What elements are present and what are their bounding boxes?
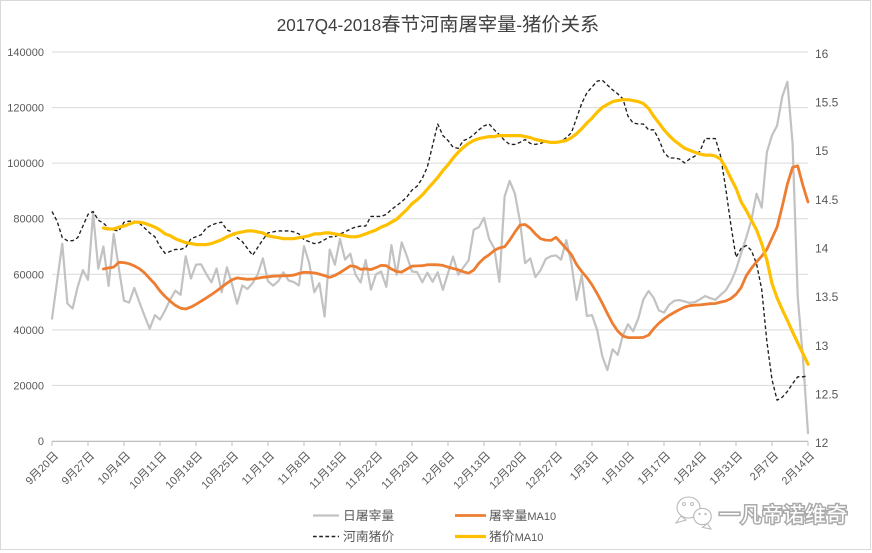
svg-text:MA10: MA10 <box>527 511 556 523</box>
svg-text:80000: 80000 <box>13 214 44 226</box>
svg-text:-: - <box>516 16 522 35</box>
svg-text:120000: 120000 <box>7 103 44 115</box>
svg-text:14.5: 14.5 <box>815 193 839 207</box>
svg-text:12.5: 12.5 <box>815 387 839 401</box>
svg-text:40000: 40000 <box>13 325 44 337</box>
svg-text:14: 14 <box>815 242 829 256</box>
svg-text:16: 16 <box>815 47 829 61</box>
svg-text:0: 0 <box>38 436 44 448</box>
svg-text:MA10: MA10 <box>515 532 544 544</box>
svg-text:140000: 140000 <box>7 47 44 59</box>
svg-text:15: 15 <box>815 144 829 158</box>
svg-text:60000: 60000 <box>13 269 44 281</box>
svg-text:2017Q4-2018: 2017Q4-2018 <box>277 16 382 35</box>
svg-text:12: 12 <box>815 436 829 450</box>
svg-text:13.5: 13.5 <box>815 290 839 304</box>
svg-text:15.5: 15.5 <box>815 96 839 110</box>
svg-text:20000: 20000 <box>13 380 44 392</box>
svg-text:13: 13 <box>815 339 829 353</box>
svg-text:100000: 100000 <box>7 158 44 170</box>
